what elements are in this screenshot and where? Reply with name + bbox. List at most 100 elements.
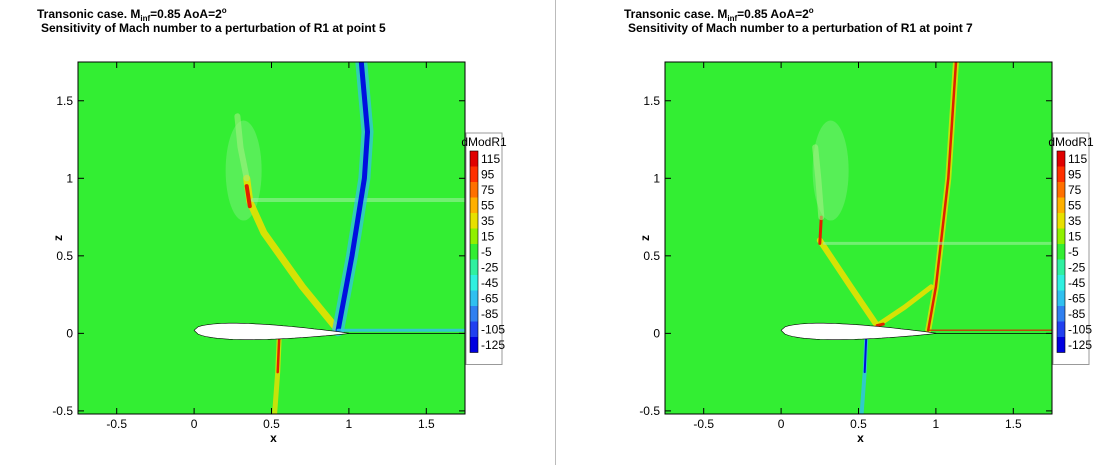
field-feature	[335, 62, 370, 333]
colorbar-outline	[1056, 150, 1066, 353]
field-feature	[863, 337, 868, 374]
colorbar-label: -25	[481, 260, 499, 274]
field-feature	[812, 144, 825, 221]
x-tick-label: 0.5	[263, 417, 280, 431]
y-axis-label: z	[51, 235, 65, 241]
title-part: o	[809, 6, 814, 15]
colorbar-swatch	[470, 228, 478, 244]
title-part: inf	[140, 14, 150, 23]
y-tick-label: 1.5	[56, 94, 73, 108]
colorbar-label: 75	[1068, 183, 1082, 197]
title-part: Transonic case. M	[37, 7, 140, 21]
colorbar-label: -105	[481, 322, 505, 336]
colorbar-label: -105	[1068, 322, 1092, 336]
colorbar-swatch	[1057, 213, 1065, 229]
colorbar-label: 15	[481, 229, 495, 243]
x-axis-label: x	[270, 431, 277, 445]
y-tick-label: 1.5	[643, 94, 660, 108]
colorbar-swatch	[470, 213, 478, 229]
field-feature	[244, 184, 252, 209]
y-tick-label: 0.5	[643, 249, 660, 263]
title-part: inf	[727, 14, 737, 23]
colorbar-label: -45	[1068, 276, 1086, 290]
y-tick-label: -0.5	[52, 404, 73, 418]
x-tick-label: -0.5	[693, 417, 714, 431]
chart-subtitle: Sensitivity of Mach number to a perturba…	[628, 21, 973, 35]
colorbar-title: dModR1	[461, 135, 507, 149]
colorbar-swatch	[1057, 306, 1065, 322]
y-tick-label: -0.5	[639, 404, 660, 418]
x-tick-label: 0	[191, 417, 198, 431]
y-tick-label: 0.5	[56, 249, 73, 263]
x-tick-label: 1	[346, 417, 353, 431]
title-part: o	[222, 6, 227, 15]
colorbar-label: 75	[481, 183, 495, 197]
field-feature	[926, 62, 958, 332]
colorbar-swatch	[470, 244, 478, 260]
chart-title: Transonic case. Minf=0.85 AoA=2o	[37, 6, 227, 23]
x-axis-label: x	[857, 431, 864, 445]
field-feature	[874, 284, 934, 329]
colorbar-label: 35	[1068, 214, 1082, 228]
colorbar-label: -125	[1068, 338, 1092, 352]
x-tick-label: -0.5	[106, 417, 127, 431]
panel: Transonic case. Minf=0.85 AoA=2oSensitiv…	[624, 6, 1094, 445]
colorbar-label: 55	[481, 198, 495, 212]
y-axis-label: z	[638, 235, 652, 241]
colorbar-swatch	[1057, 321, 1065, 337]
colorbar-label: 55	[1068, 198, 1082, 212]
y-tick-label: 0	[66, 326, 73, 340]
field-feature	[816, 237, 881, 329]
colorbar-label: 115	[481, 152, 500, 166]
colorbar-swatch	[1057, 228, 1065, 244]
field-feature	[276, 336, 281, 374]
colorbar-swatch	[1057, 197, 1065, 213]
colorbar-swatch	[470, 197, 478, 213]
colorbar-swatch	[470, 182, 478, 198]
colorbar-label: 115	[1068, 152, 1087, 166]
colorbar-title: dModR1	[1048, 135, 1094, 149]
x-tick-label: 1	[933, 417, 940, 431]
colorbar-label: -125	[481, 338, 505, 352]
colorbar-swatch	[1057, 259, 1065, 275]
colorbar-swatch	[470, 321, 478, 337]
colorbar-label: 95	[481, 167, 495, 181]
colorbar-swatch	[1057, 275, 1065, 291]
colorbar-swatch	[470, 166, 478, 182]
x-tick-label: 0.5	[850, 417, 867, 431]
field-feature	[875, 322, 885, 328]
colorbar-swatch	[1057, 166, 1065, 182]
colorbar-label: -65	[1068, 291, 1086, 305]
colorbar-label: -5	[481, 245, 492, 259]
contour-field	[78, 62, 465, 414]
x-tick-label: 1.5	[418, 417, 435, 431]
colorbar-swatch	[1057, 151, 1065, 167]
colorbar-label: -85	[1068, 307, 1086, 321]
colorbar-swatch	[470, 306, 478, 322]
field-feature	[234, 113, 250, 182]
y-tick-label: 1	[653, 171, 660, 185]
colorbar-label: -25	[1068, 260, 1086, 274]
colorbar-swatch	[1057, 337, 1065, 353]
field-feature	[818, 215, 823, 245]
field-background	[665, 62, 1052, 414]
colorbar-swatch	[470, 151, 478, 167]
colorbar-label: -65	[481, 291, 499, 305]
title-part: =0.85 AoA=2	[150, 7, 222, 21]
chart-title: Transonic case. Minf=0.85 AoA=2o	[624, 6, 814, 23]
colorbar-swatch	[470, 259, 478, 275]
colorbar-swatch	[1057, 182, 1065, 198]
chart-subtitle: Sensitivity of Mach number to a perturba…	[41, 21, 386, 35]
title-part: Transonic case. M	[624, 7, 727, 21]
colorbar-outline	[469, 150, 479, 353]
y-tick-label: 1	[66, 171, 73, 185]
colorbar-swatch	[470, 275, 478, 291]
panel: Transonic case. Minf=0.85 AoA=2oSensitiv…	[37, 6, 507, 445]
x-tick-label: 1.5	[1005, 417, 1022, 431]
colorbar-swatch	[1057, 290, 1065, 306]
contour-field	[665, 62, 1052, 414]
colorbar-label: 15	[1068, 229, 1082, 243]
colorbar-label: 95	[1068, 167, 1082, 181]
colorbar-label: 35	[481, 214, 495, 228]
